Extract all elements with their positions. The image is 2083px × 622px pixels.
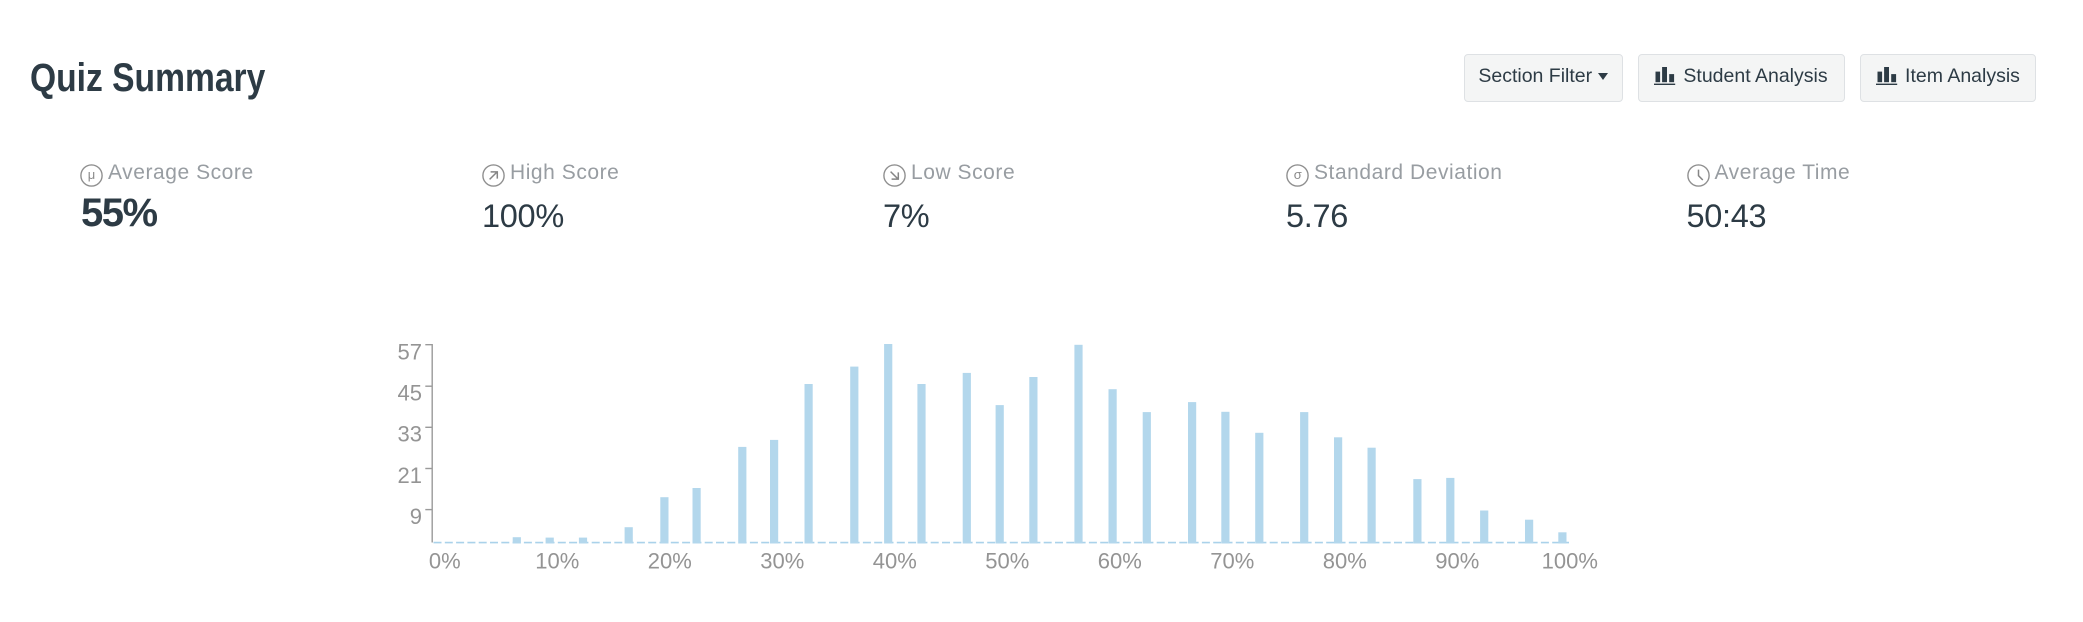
- svg-text:60%: 60%: [1098, 549, 1142, 574]
- svg-text:20%: 20%: [648, 549, 692, 574]
- svg-text:90%: 90%: [1435, 549, 1479, 574]
- svg-text:50%: 50%: [985, 549, 1029, 574]
- svg-text:μ: μ: [88, 167, 96, 182]
- svg-text:100%: 100%: [1542, 549, 1598, 574]
- svg-text:10%: 10%: [535, 549, 579, 574]
- svg-text:80%: 80%: [1323, 549, 1367, 574]
- svg-text:9: 9: [410, 504, 422, 529]
- svg-text:33: 33: [398, 422, 422, 447]
- svg-text:40%: 40%: [873, 549, 917, 574]
- svg-text:21: 21: [398, 463, 422, 488]
- svg-text:30%: 30%: [760, 549, 804, 574]
- svg-text:45: 45: [398, 381, 422, 406]
- svg-text:0%: 0%: [429, 549, 461, 574]
- svg-text:70%: 70%: [1210, 549, 1254, 574]
- svg-text:σ: σ: [1294, 167, 1302, 182]
- svg-text:57: 57: [398, 339, 422, 364]
